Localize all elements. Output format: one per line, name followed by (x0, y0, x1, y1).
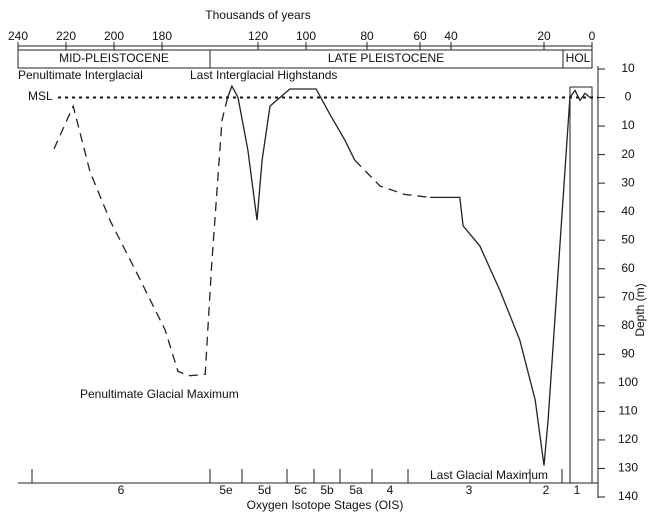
x-tick-label: 240 (8, 29, 28, 43)
bottom-title: Oxygen Isotope Stages (OIS) (247, 498, 404, 512)
y-tick-label: 60 (621, 261, 635, 275)
period-label: LATE PLEISTOCENE (328, 51, 444, 65)
y-tick-label: 40 (621, 204, 635, 218)
stage-label: 5c (294, 483, 307, 497)
y-tick-label: 50 (621, 232, 635, 246)
stage-label: 5e (219, 483, 233, 497)
y-tick-label: 10 (621, 61, 635, 75)
x-tick-label: 180 (152, 29, 172, 43)
y-tick-label: 140 (618, 489, 638, 503)
stage-label: 5d (258, 483, 271, 497)
sea-level-curve (354, 159, 431, 199)
stage-label: 2 (543, 483, 550, 497)
y-tick-label: 90 (621, 347, 635, 361)
y-tick-label: 100 (618, 375, 638, 389)
stage-label: 5a (349, 483, 363, 497)
x-tick-label: 120 (248, 29, 268, 43)
sea-level-curve (53, 97, 229, 377)
y-tick-label: 110 (618, 404, 637, 418)
y-axis-title: Depth (m) (633, 283, 647, 336)
period-label: HOL (566, 51, 591, 65)
sea-level-curve (430, 89, 591, 466)
annotation: Penultimate Glacial Maximum (80, 387, 239, 401)
y-tick-label: 30 (621, 175, 635, 189)
y-tick-label: 0 (625, 90, 632, 104)
period-bar (17, 49, 593, 69)
stage-label: 1 (574, 483, 581, 497)
y-tick-label: 70 (621, 289, 635, 303)
x-axis-title: Thousands of years (205, 8, 310, 22)
annotation: MSL (28, 89, 53, 103)
y-tick-label: 10 (621, 118, 635, 132)
y-tick-label: 120 (618, 432, 638, 446)
x-tick-label: 220 (56, 29, 76, 43)
annotation: Penultimate Interglacial (18, 68, 143, 82)
stage-label: 5b (320, 483, 334, 497)
x-tick-label: 80 (360, 29, 374, 43)
annotation: Last Glacial Maximum (430, 468, 548, 482)
annotation: Last Interglacial Highstands (190, 68, 337, 82)
x-tick-label: 40 (444, 29, 458, 43)
y-tick-label: 130 (618, 461, 638, 475)
sea-level-curve (226, 84, 356, 221)
x-tick-label: 200 (104, 29, 124, 43)
x-tick-label: 20 (537, 29, 551, 43)
period-label: MID-PLEISTOCENE (59, 51, 169, 65)
y-tick-label: 80 (621, 318, 635, 332)
y-tick-label: 20 (621, 147, 635, 161)
x-tick-label: 100 (296, 29, 316, 43)
stage-label: 3 (466, 483, 473, 497)
x-tick-label: 60 (413, 29, 427, 43)
holocene-frame (569, 86, 593, 484)
stage-label: 4 (387, 483, 394, 497)
x-tick-label: 0 (589, 29, 596, 43)
stage-label: 6 (118, 483, 125, 497)
